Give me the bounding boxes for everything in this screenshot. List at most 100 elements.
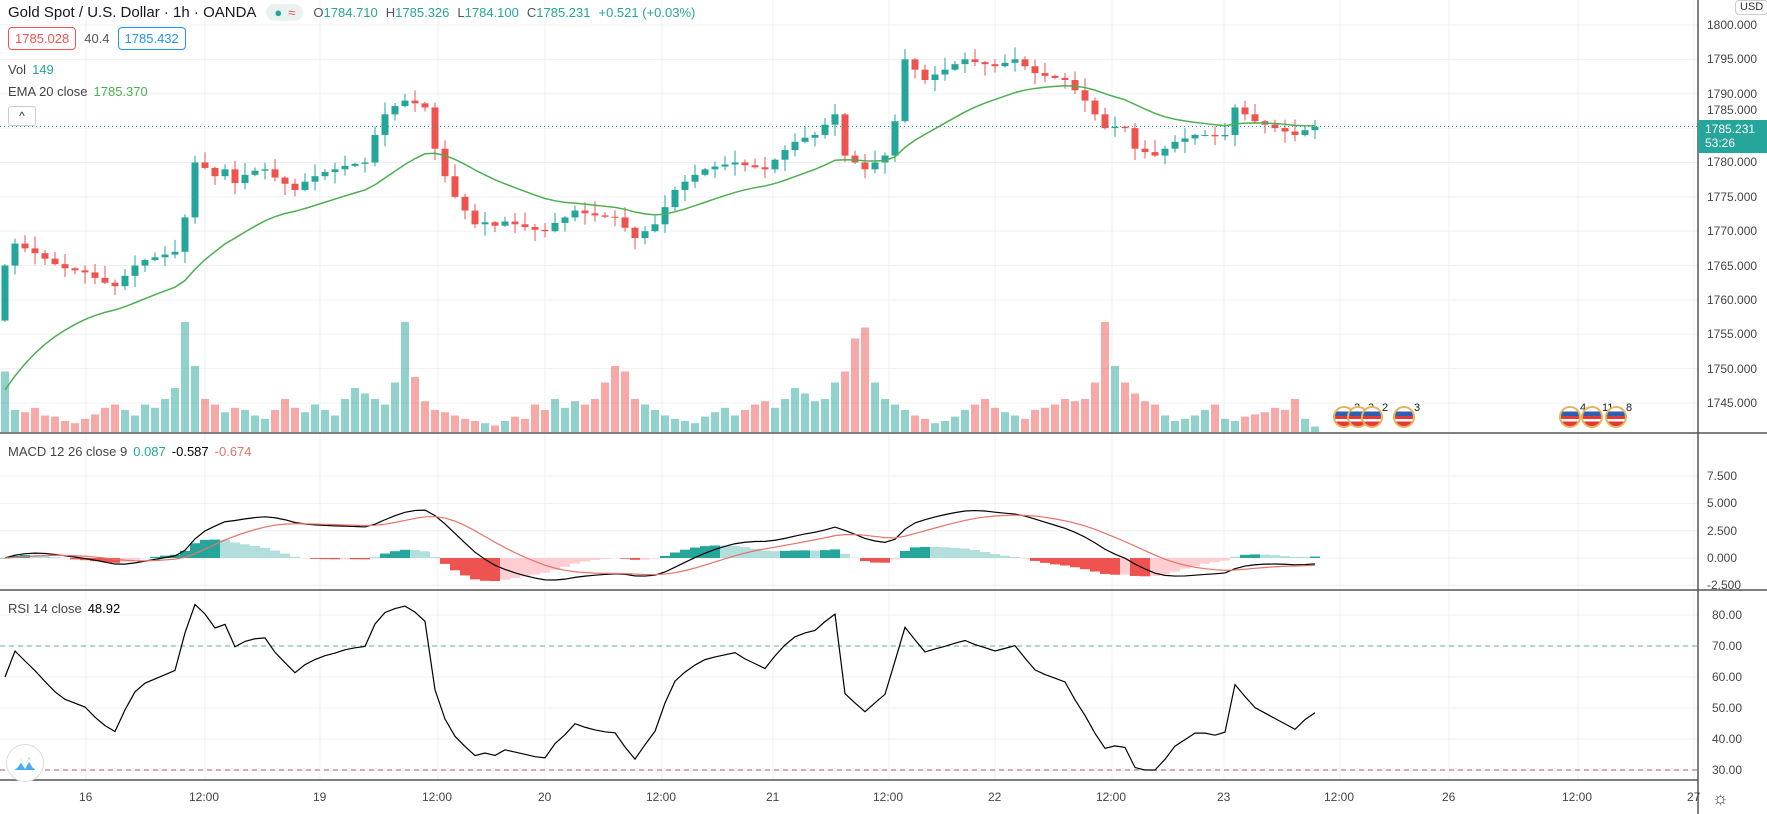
candle-body [1301,130,1309,135]
candle-body [311,176,319,182]
ema-legend[interactable]: EMA 20 close 1785.370 [8,84,148,99]
axis-tick-label: 12:00 [646,790,677,804]
us-flag-event-icon[interactable] [1605,406,1627,428]
macd-histogram-bar [970,550,980,558]
volume-bar [311,404,319,432]
us-flag-event-icon[interactable] [1559,406,1581,428]
volume-bar [341,399,349,432]
market-status[interactable]: ● ≈ [266,4,304,21]
volume-bar [401,322,409,432]
event-count: 2 [1382,402,1389,414]
macd-histogram-bar [580,558,590,562]
candle-body [1281,128,1289,132]
candle-body [1131,128,1139,149]
candle-body [161,254,169,258]
macd-histogram-bar [40,555,50,558]
macd-histogram-bar [900,550,910,558]
volume-bar [831,382,839,432]
rsi-legend[interactable]: RSI 14 close 48.92 [8,601,120,616]
macd-histogram-bar [710,545,720,558]
axis-tick-label: 27 [1687,790,1701,804]
macd-histogram-bar [1010,556,1020,558]
candle-body [831,114,839,125]
symbol-title[interactable]: Gold Spot / U.S. Dollar · 1h · OANDA [8,4,257,21]
candle-body [751,165,759,168]
macd-histogram-bar [340,558,350,560]
volume-bar [561,407,569,432]
candle-body [871,162,879,170]
settings-gear-icon[interactable]: ☼ [1712,788,1729,808]
collapse-legend-button[interactable]: ^ [8,106,36,126]
currency-label[interactable]: USD [1735,0,1767,15]
macd-histogram-bar [770,551,780,558]
macd-histogram-bar [1160,558,1170,575]
volume-bar [431,410,439,432]
volume-bar [1141,401,1149,432]
axis-tick-label: 23 [1217,790,1231,804]
volume-bar [741,410,749,432]
macd-histogram-bar [70,558,80,560]
macd-histogram-bar [430,557,440,558]
volume-bar [251,415,259,432]
high-value: 1785.326 [395,5,450,20]
candle-body [1161,148,1169,156]
macd-histogram-bar [250,545,260,558]
candle-body [1051,75,1059,78]
sell-button[interactable]: 1785.028 [8,27,77,50]
us-flag-event-icon[interactable] [1393,406,1415,428]
macd-legend[interactable]: MACD 12 26 close 9 0.087 -0.587 -0.674 [8,444,252,459]
candle-body [251,170,259,175]
candle-body [991,64,999,67]
macd-histogram-bar [440,558,450,564]
volume-bar [941,421,949,432]
macd-histogram-bar [150,556,160,558]
candle-body [461,196,469,211]
volume-bar [1021,418,1029,432]
macd-histogram-bar [1020,558,1030,559]
volume-bar [451,415,459,432]
macd-histogram-bar [1210,558,1220,563]
volume-bar [1061,399,1069,432]
volume-bar [761,401,769,432]
volume-bar [1191,415,1199,432]
axis-tick-label: 1760.000 [1707,292,1758,307]
candle-body [891,121,899,156]
volume-bar [721,407,729,432]
macd-histogram-bar [920,546,930,558]
volume-bar [361,393,369,432]
us-flag-event-icon[interactable] [1361,406,1383,428]
axis-tick-label: 1755.000 [1707,327,1758,342]
macd-histogram-bar [720,545,730,558]
candle-body [1141,148,1149,153]
candle-body [741,162,749,166]
macd-histogram-bar [990,554,1000,558]
axis-tick-label: 12:00 [873,790,904,804]
macd-histogram-bar [400,549,410,558]
candle-body [1311,126,1319,131]
axis-tick-label: 2.500 [1707,523,1738,538]
axis-tick-label: 12:00 [1096,790,1127,804]
volume-bar [1221,418,1229,432]
ohlc-values: O1784.710 H1785.326 L1784.100 C1785.231 … [313,5,695,20]
axis-tick-label: 7.500 [1707,469,1738,484]
axis-tick-label: 12:00 [1562,790,1593,804]
volume-legend[interactable]: Vol 149 [8,62,54,77]
axis-tick-label: 26 [1442,790,1456,804]
candle-body [221,169,229,177]
volume-bar [1281,410,1289,432]
macd-histogram-bar [1090,558,1100,572]
volume-bar [231,407,239,432]
tradingview-logo-icon[interactable] [6,744,44,782]
event-count: 8 [1626,402,1633,414]
volume-bar [381,404,389,432]
axis-tick-label: -2.500 [1707,578,1742,593]
candle-body [1181,138,1189,142]
macd-histogram-bar [980,552,990,558]
us-flag-event-icon[interactable] [1581,406,1603,428]
macd-histogram-bar [760,550,770,558]
buy-button[interactable]: 1785.432 [117,27,186,50]
candle-body [651,224,659,232]
volume-bar [751,404,759,432]
macd-histogram-bar [860,558,870,562]
